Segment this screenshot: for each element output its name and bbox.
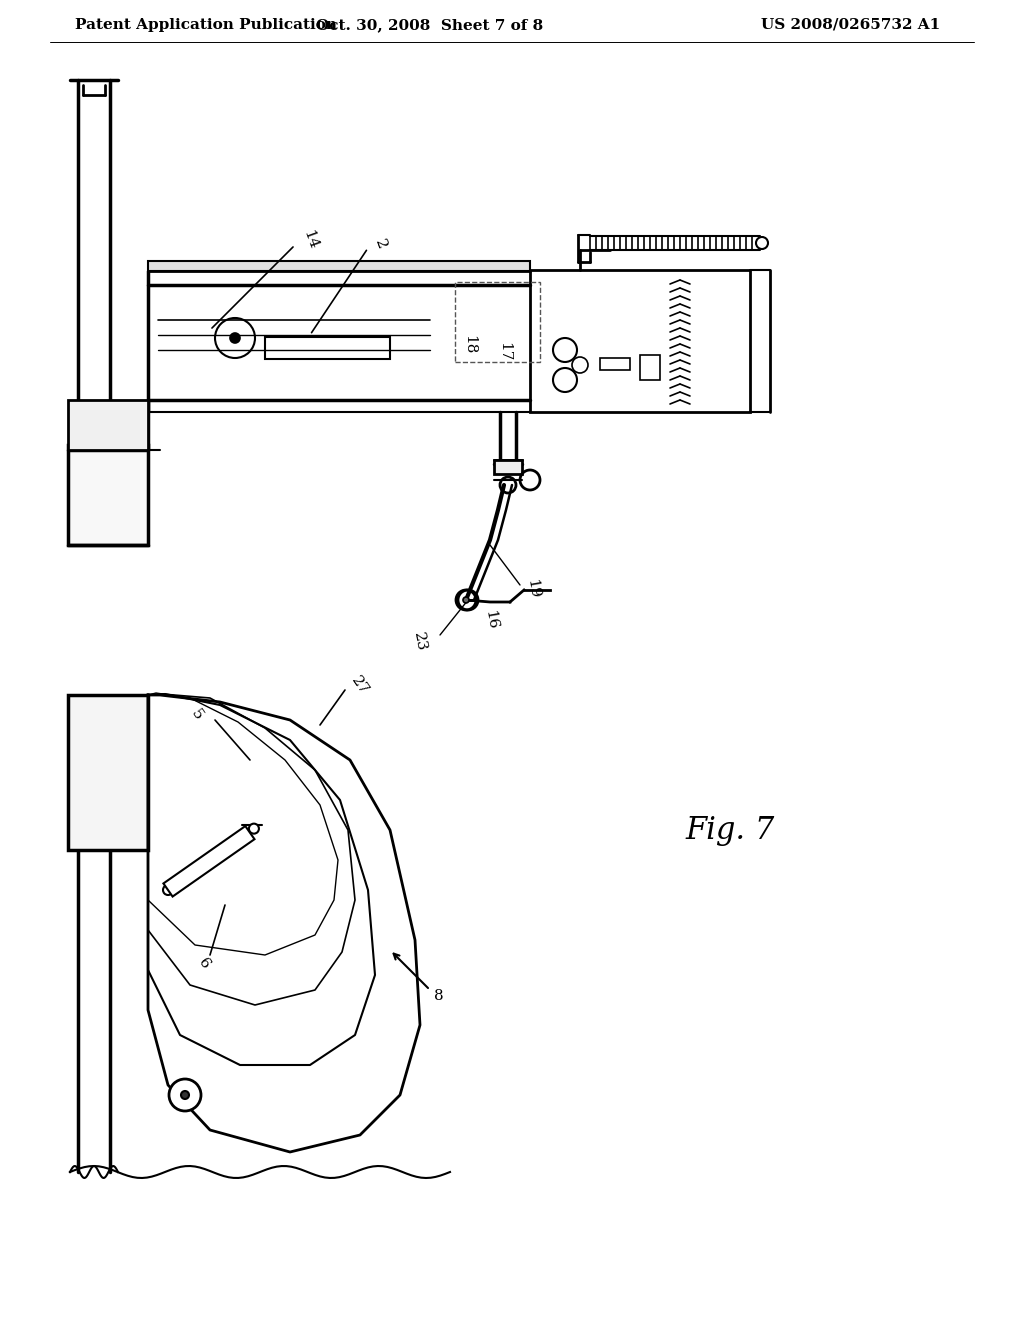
Bar	[148, 261, 530, 271]
Circle shape	[163, 884, 173, 895]
Text: US 2008/0265732 A1: US 2008/0265732 A1	[761, 18, 940, 32]
Text: Patent Application Publication: Patent Application Publication	[75, 18, 337, 32]
Polygon shape	[164, 826, 255, 896]
Circle shape	[463, 597, 469, 603]
Circle shape	[249, 824, 259, 834]
Bar	[455, 282, 540, 362]
Text: 19: 19	[524, 578, 541, 599]
Text: 18: 18	[462, 335, 476, 355]
Bar	[68, 445, 148, 545]
Bar	[68, 696, 148, 850]
Text: Oct. 30, 2008  Sheet 7 of 8: Oct. 30, 2008 Sheet 7 of 8	[316, 18, 544, 32]
Bar	[68, 400, 148, 450]
Text: 6: 6	[196, 956, 213, 972]
Text: 5: 5	[188, 708, 205, 723]
Text: 23: 23	[411, 631, 428, 653]
Bar	[494, 459, 522, 474]
Circle shape	[169, 1078, 201, 1111]
Text: 14: 14	[300, 228, 319, 252]
Circle shape	[181, 1092, 189, 1100]
Text: Fig. 7: Fig. 7	[685, 814, 774, 846]
Bar	[265, 337, 390, 359]
Text: 8: 8	[434, 989, 443, 1003]
Text: 27: 27	[348, 675, 371, 698]
Bar	[640, 355, 660, 380]
Bar	[530, 271, 750, 412]
Polygon shape	[148, 696, 420, 1152]
Text: 2: 2	[372, 238, 388, 251]
Circle shape	[230, 333, 240, 343]
Bar	[600, 358, 630, 370]
Text: 16: 16	[482, 610, 499, 631]
Text: 17: 17	[497, 342, 511, 362]
